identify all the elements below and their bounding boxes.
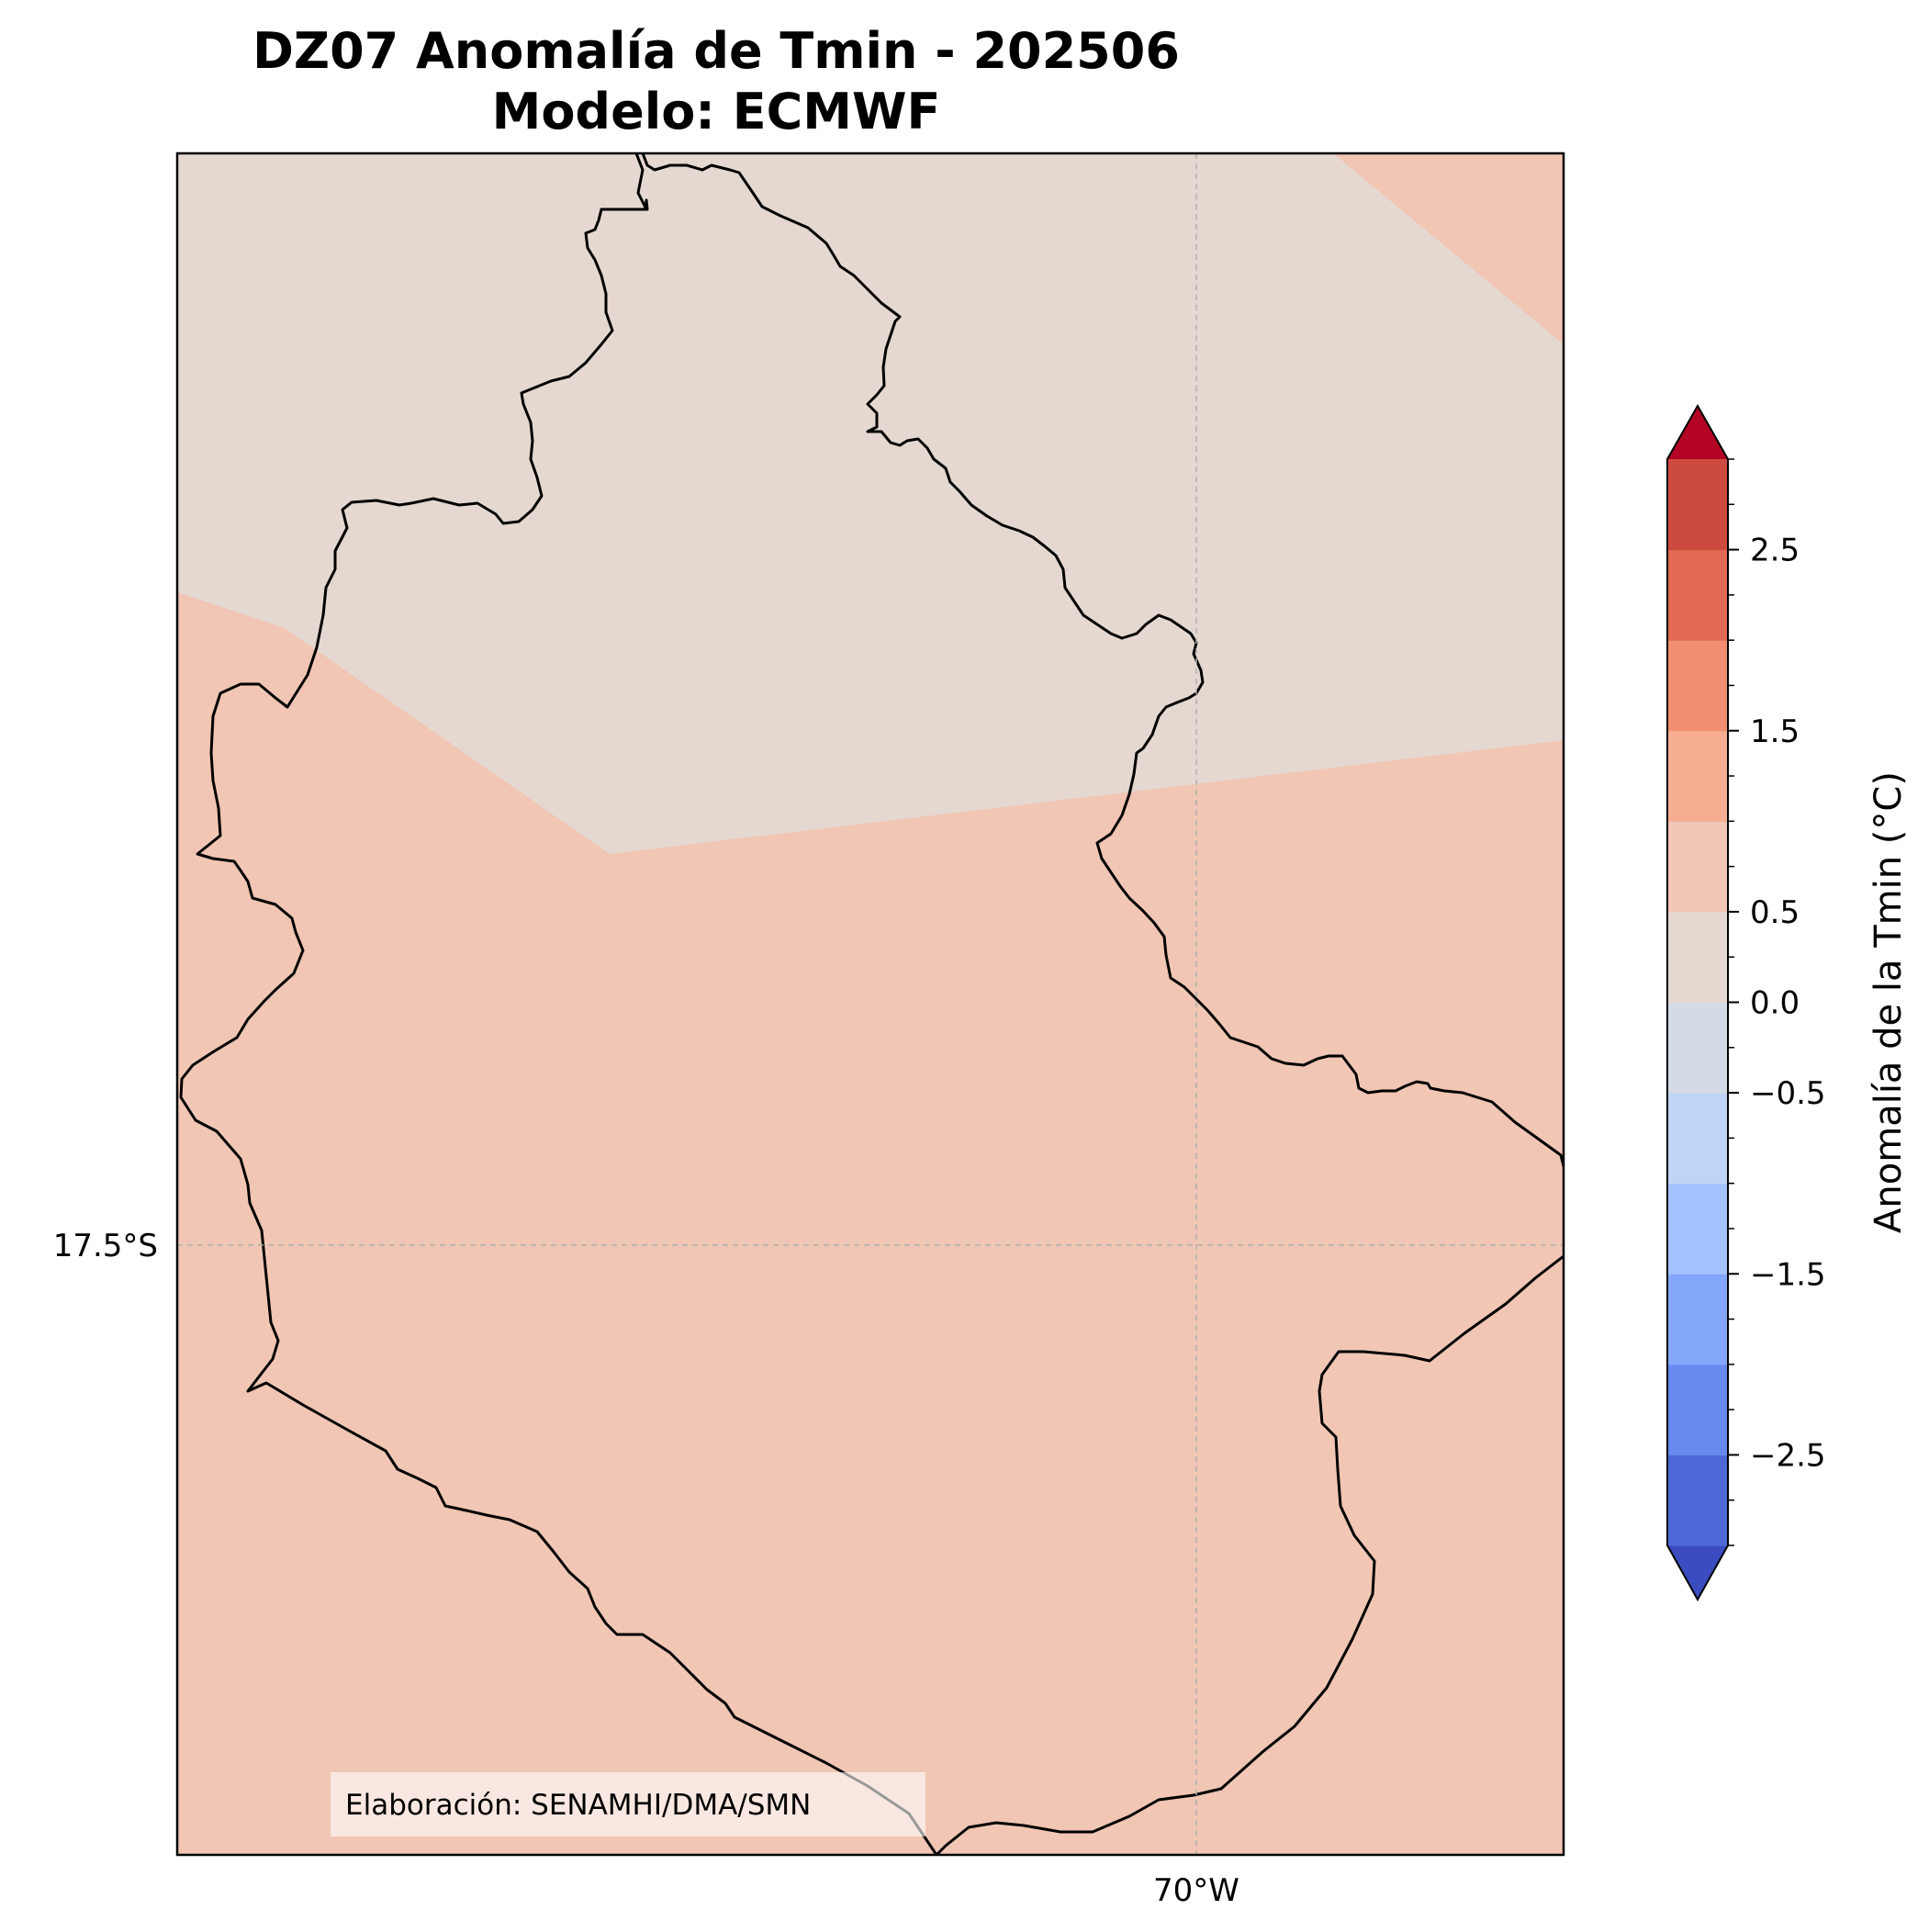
- map-frame: [175, 152, 1565, 1857]
- colorbar-tick-label: −2.5: [1750, 1437, 1826, 1474]
- colorbar-tick-label: 0.0: [1750, 985, 1800, 1022]
- lon-label: 70°W: [1153, 1872, 1239, 1909]
- colorbar-extend-max: [1667, 406, 1728, 459]
- colorbar-segment: [1667, 1274, 1728, 1365]
- colorbar-segment: [1667, 459, 1728, 551]
- map-subtitle: Modelo: ECMWF: [491, 83, 941, 140]
- colorbar-segment: [1667, 1183, 1728, 1275]
- lat-label: 17.5°S: [53, 1228, 158, 1264]
- region-boundary: [179, 153, 1564, 1855]
- colorbar-segment: [1667, 1002, 1728, 1094]
- colorbar-tick-label: 0.5: [1750, 894, 1800, 931]
- colorbar-segment: [1667, 1455, 1728, 1546]
- map-area: Elaboración: SENAMHI/DMA/SMN: [177, 153, 1564, 1855]
- credit-box: [331, 1772, 925, 1837]
- credit-text: Elaboración: SENAMHI/DMA/SMN: [345, 1789, 811, 1822]
- map-title: DZ07 Anomalía de Tmin - 202506: [252, 22, 1180, 80]
- colorbar-tick-label: 2.5: [1750, 533, 1800, 569]
- colorbar-segment: [1667, 730, 1728, 822]
- colorbar-segment: [1667, 911, 1728, 1003]
- colorbar-segment: [1667, 640, 1728, 732]
- colorbar-segment: [1667, 1093, 1728, 1185]
- colorbar-tick-label: −1.5: [1750, 1256, 1826, 1293]
- colorbar-tick-label: −0.5: [1750, 1075, 1826, 1112]
- colorbar-extend-min: [1667, 1545, 1728, 1600]
- colorbar-segment: [1667, 549, 1728, 641]
- region-boundary-east: [641, 153, 1564, 1167]
- colorbar: −2.5 −1.5 −0.5 0.0 0.5 1.5 2.5: [1666, 403, 1826, 1602]
- colorbar-segment: [1667, 821, 1728, 913]
- colorbar-label: Anomalía de la Tmin (°C): [1867, 771, 1910, 1233]
- colorbar-segment: [1667, 1364, 1728, 1455]
- colorbar-tick-label: 1.5: [1750, 713, 1800, 750]
- anomaly-band-0.0-0.25: [177, 153, 1564, 854]
